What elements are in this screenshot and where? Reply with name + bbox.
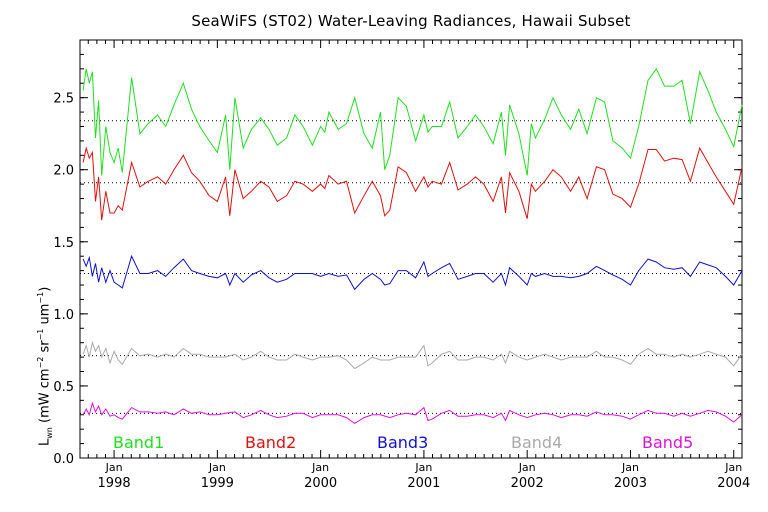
series-line-band2 [82,146,743,221]
x-tick-month: Jan [518,461,536,474]
series-line-band4 [82,340,743,370]
x-tick-year: 2004 [717,476,750,491]
x-tick-month: Jan [414,461,432,474]
legend-item-band3: Band3 [377,433,428,452]
axes: 0.0 0.5 1.0 1.5 2.0 2.5 Jan 1998 Jan 1999 Jan 2000 J… [53,40,750,491]
plot-frame [79,39,743,459]
x-tick-year: 2001 [407,476,440,491]
x-tick-month: Jan [724,461,742,474]
chart-title: SeaWiFS (ST02) Water-Leaving Radiances, … [191,12,631,30]
series-line-band5 [82,401,743,425]
x-tick-year: 1998 [98,476,131,491]
legend-item-band5: Band5 [642,433,693,452]
y-tick-label: 2.0 [53,164,74,179]
mean-lines [80,120,742,414]
x-tick-month: Jan [105,461,123,474]
legend-item-band4: Band4 [511,433,562,452]
x-tick-month: Jan [621,461,639,474]
x-tick-year: 1999 [201,476,234,491]
y-tick-label: 2.5 [53,92,74,107]
y-tick-label: 1.0 [53,308,74,323]
legend: Band1 Band2 Band3 Band4 Band5 [113,433,693,452]
x-tick-year: 2000 [304,476,337,491]
legend-item-band2: Band2 [245,433,296,452]
y-tick-label: 0.5 [53,380,74,395]
series-line-band3 [82,254,743,291]
series-line-band1 [82,67,743,176]
y-tick-label: 1.5 [53,236,74,251]
x-tick-month: Jan [208,461,226,474]
legend-item-band1: Band1 [113,433,164,452]
series-lines [82,67,743,425]
x-tick-year: 2002 [511,476,544,491]
y-tick-label: 0.0 [53,452,74,467]
x-tick-year: 2003 [614,476,647,491]
x-tick-month: Jan [311,461,329,474]
